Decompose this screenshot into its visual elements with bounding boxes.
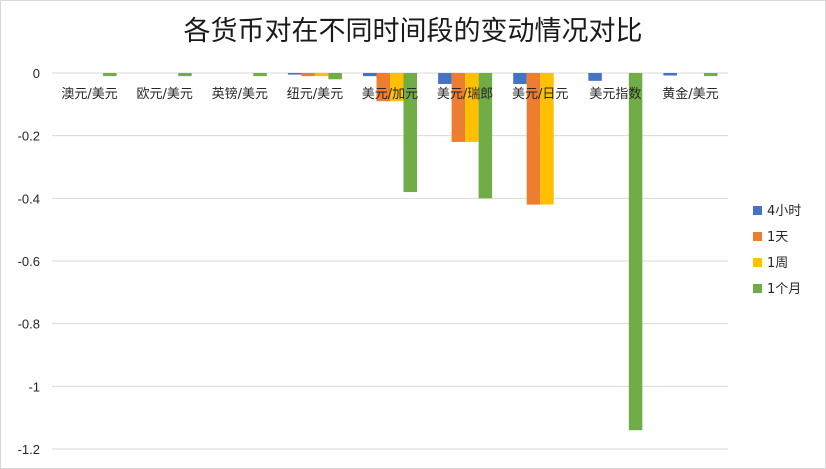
chart-title: 各货币对在不同时间段的变动情况对比	[184, 16, 643, 47]
bar	[451, 73, 466, 142]
category-label: 美元/瑞郎	[437, 87, 493, 102]
y-tick-label: -1.2	[18, 442, 40, 457]
bar	[513, 73, 527, 84]
bar	[178, 73, 192, 77]
bar	[403, 73, 417, 193]
category-label: 美元/日元	[512, 87, 568, 102]
legend-label: 4小时	[767, 204, 801, 219]
bar	[376, 73, 390, 102]
bar	[588, 73, 602, 81]
legend: 4小时 1天 1周 1个月	[753, 204, 801, 297]
y-axis-ticks: 0 -0.2 -0.4 -0.6 -0.8 -1 -1.2	[18, 66, 40, 457]
bar	[363, 73, 377, 77]
y-tick-label: -0.8	[18, 317, 40, 332]
category-label: 英镑/美元	[212, 86, 268, 102]
gridlines	[52, 72, 728, 450]
bar	[663, 73, 677, 76]
legend-label: 1天	[767, 230, 788, 245]
y-tick-label: -1	[28, 379, 40, 394]
bar	[314, 73, 329, 77]
category-label: 澳元/美元	[61, 86, 117, 102]
y-tick-label: 0	[33, 66, 40, 81]
bar	[390, 73, 404, 102]
bar	[328, 73, 342, 80]
category-label: 美元指数	[589, 87, 641, 102]
category-label: 欧元/美元	[136, 87, 192, 102]
category-label: 黄金/美元	[662, 86, 718, 102]
bar	[465, 73, 479, 142]
category-labels: 澳元/美元 欧元/美元 英镑/美元 纽元/美元 美元/加元 美元/瑞郎 美元/日元 美元指数 黄…	[61, 86, 718, 102]
bar	[526, 73, 541, 205]
bar	[301, 73, 315, 77]
category-label: 纽元/美元	[287, 87, 343, 102]
bar	[438, 73, 452, 84]
y-tick-label: -0.6	[18, 254, 40, 269]
legend-label: 1周	[767, 256, 788, 271]
bar	[540, 73, 554, 205]
category-label: 美元/加元	[362, 87, 418, 102]
bars	[103, 73, 718, 431]
y-tick-label: -0.2	[18, 129, 40, 144]
bar	[703, 73, 718, 77]
legend-swatch	[753, 258, 762, 267]
legend-swatch	[753, 232, 762, 241]
bar	[628, 73, 643, 431]
y-tick-label: -0.4	[18, 191, 40, 206]
bar	[478, 73, 493, 199]
bar	[287, 73, 302, 75]
legend-label: 1个月	[767, 282, 801, 297]
bar	[103, 73, 117, 77]
legend-swatch	[753, 284, 762, 293]
bar	[253, 73, 267, 77]
legend-swatch	[753, 206, 762, 215]
